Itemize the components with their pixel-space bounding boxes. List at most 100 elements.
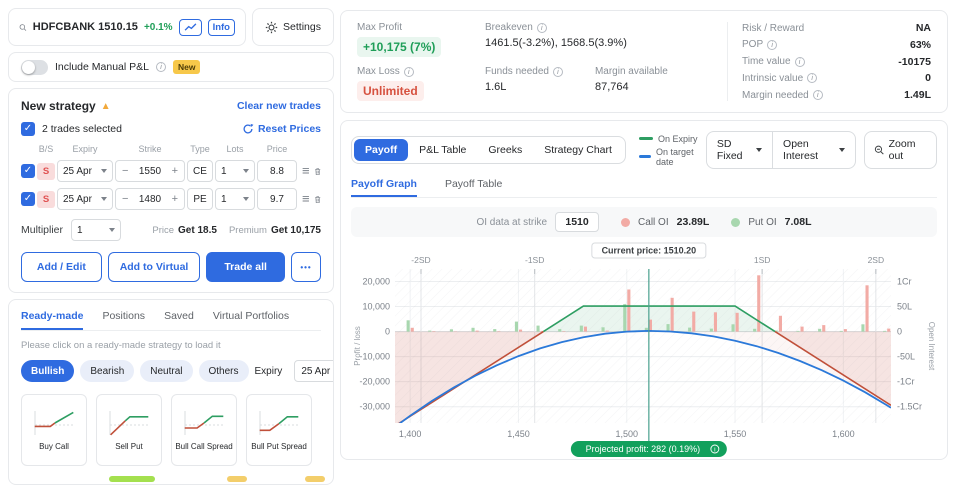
- instrument-symbol: HDFCBANK 1510.15: [33, 21, 138, 33]
- row-menu-icon[interactable]: ≡: [302, 166, 310, 176]
- call-oi-label: Call OI: [638, 217, 669, 228]
- tab-payoff[interactable]: Payoff: [354, 139, 408, 161]
- library-tab-ready-made[interactable]: Ready-made: [21, 300, 83, 330]
- svg-text:Open Interest: Open Interest: [927, 322, 936, 371]
- zoom-out-button[interactable]: Zoom out: [864, 131, 937, 169]
- trade-lots-select[interactable]: 1: [215, 188, 255, 210]
- payoff-mini-chart: [256, 409, 302, 437]
- info-icon[interactable]: [553, 67, 563, 77]
- info-button[interactable]: Info: [208, 19, 235, 36]
- trade-lots-select[interactable]: 1: [215, 160, 255, 182]
- put-oi-value: 7.08L: [785, 216, 812, 228]
- library-tab-positions[interactable]: Positions: [102, 300, 145, 330]
- chart-icon-button[interactable]: [179, 19, 202, 36]
- new-strategy-panel: New strategy ▲ Clear new trades 2 trades…: [8, 88, 334, 293]
- tab-p-l-table[interactable]: P&L Table: [408, 139, 477, 161]
- trade-expiry-select[interactable]: 25 Apr: [57, 160, 113, 182]
- open-interest-select[interactable]: Open Interest: [772, 132, 855, 168]
- funds-needed-label: Funds needed: [485, 66, 549, 77]
- info-icon[interactable]: [813, 90, 823, 100]
- payoff-subtabs: Payoff Graph Payoff Table: [351, 178, 937, 198]
- svg-text:20,000: 20,000: [362, 277, 390, 287]
- manual-pnl-label: Include Manual P&L: [55, 61, 149, 73]
- manual-pnl-row: Include Manual P&L New: [8, 52, 334, 82]
- info-icon[interactable]: [404, 67, 414, 77]
- filter-others[interactable]: Others: [199, 360, 249, 382]
- instrument-change: +0.1%: [144, 22, 173, 33]
- legend-item: On target date: [639, 147, 706, 167]
- stat-row: POP 63%: [742, 39, 931, 51]
- trash-icon[interactable]: [314, 193, 321, 206]
- svg-text:2SD: 2SD: [868, 255, 885, 265]
- trash-icon[interactable]: [314, 165, 321, 178]
- expiry-select[interactable]: 25 Apr: [294, 360, 334, 382]
- peek-chip: [305, 476, 325, 482]
- svg-text:1SD: 1SD: [754, 255, 771, 265]
- clear-trades-link[interactable]: Clear new trades: [237, 100, 321, 112]
- trade-side[interactable]: S: [37, 191, 55, 208]
- price-value: Get 18.5: [178, 225, 217, 236]
- strategy-cards: Buy Call Sell Put Bull Call Spread Bull …: [21, 394, 321, 466]
- strategy-card-bull-put-spread[interactable]: Bull Put Spread: [246, 394, 312, 466]
- trade-all-button[interactable]: Trade all: [206, 252, 285, 282]
- library-tab-saved[interactable]: Saved: [164, 300, 194, 330]
- instrument-search[interactable]: HDFCBANK 1510.15 +0.1% Info: [8, 8, 246, 46]
- library-tab-virtual-portfolios[interactable]: Virtual Portfolios: [213, 300, 289, 330]
- reset-prices-button[interactable]: Reset Prices: [242, 123, 321, 135]
- trade-type[interactable]: PE: [187, 188, 213, 210]
- trade-checkbox[interactable]: [21, 164, 35, 178]
- info-icon[interactable]: [767, 40, 777, 50]
- put-oi-label: Put OI: [748, 217, 776, 228]
- settings-button[interactable]: Settings: [252, 8, 334, 46]
- trade-strike-stepper[interactable]: −1550+: [115, 160, 185, 182]
- trade-side[interactable]: S: [37, 163, 55, 180]
- info-icon[interactable]: [795, 57, 805, 67]
- stat-row: Margin needed 1.49L: [742, 89, 931, 101]
- tab-strategy-chart[interactable]: Strategy Chart: [533, 139, 623, 161]
- trade-price-input[interactable]: 9.7: [257, 188, 297, 210]
- tab-greeks[interactable]: Greeks: [477, 139, 533, 161]
- chevron-down-icon: [101, 197, 107, 201]
- strategy-card-bull-call-spread[interactable]: Bull Call Spread: [171, 394, 237, 466]
- strategy-card-sell-put[interactable]: Sell Put: [96, 394, 162, 466]
- add-to-virtual-button[interactable]: Add to Virtual: [108, 252, 201, 282]
- info-icon[interactable]: [156, 62, 166, 72]
- strategy-title: New strategy: [21, 99, 96, 113]
- library-helper-text: Please click on a ready-made strategy to…: [21, 340, 321, 351]
- oi-strike-input[interactable]: 1510: [555, 212, 599, 232]
- select-all-checkbox[interactable]: [21, 122, 35, 136]
- stat-row: Time value -10175: [742, 56, 931, 68]
- info-icon[interactable]: [807, 73, 817, 83]
- filter-neutral[interactable]: Neutral: [140, 360, 192, 382]
- margin-available-label: Margin available: [595, 66, 668, 77]
- trade-expiry-select[interactable]: 25 Apr: [57, 188, 113, 210]
- add-edit-button[interactable]: Add / Edit: [21, 252, 102, 282]
- trade-type[interactable]: CE: [187, 160, 213, 182]
- trade-checkbox[interactable]: [21, 192, 35, 206]
- info-icon[interactable]: [537, 23, 547, 33]
- plus-icon[interactable]: +: [172, 165, 178, 177]
- svg-text:i: i: [714, 447, 715, 454]
- filter-bullish[interactable]: Bullish: [21, 360, 74, 382]
- refresh-icon: [242, 123, 254, 135]
- svg-text:-1SD: -1SD: [525, 255, 544, 265]
- more-options-button[interactable]: •••: [291, 252, 321, 282]
- subtab-payoff-graph[interactable]: Payoff Graph: [351, 178, 417, 197]
- minus-icon[interactable]: −: [122, 193, 128, 205]
- chevron-down-icon: [101, 169, 107, 173]
- trade-strike-stepper[interactable]: −1480+: [115, 188, 185, 210]
- plus-icon[interactable]: +: [172, 193, 178, 205]
- price-label: Price: [152, 225, 174, 236]
- filter-bearish[interactable]: Bearish: [80, 360, 134, 382]
- multiplier-select[interactable]: 1: [71, 219, 121, 241]
- subtab-payoff-table[interactable]: Payoff Table: [445, 178, 502, 197]
- minus-icon[interactable]: −: [122, 165, 128, 177]
- manual-pnl-toggle[interactable]: [21, 60, 48, 75]
- trade-price-input[interactable]: 8.8: [257, 160, 297, 182]
- breakeven-value: 1461.5(-3.2%), 1568.5(3.9%): [485, 37, 727, 49]
- row-menu-icon[interactable]: ≡: [302, 194, 310, 204]
- strategy-card-buy-call[interactable]: Buy Call: [21, 394, 87, 466]
- svg-text:10,000: 10,000: [362, 302, 390, 312]
- sd-select[interactable]: SD Fixed: [707, 132, 772, 168]
